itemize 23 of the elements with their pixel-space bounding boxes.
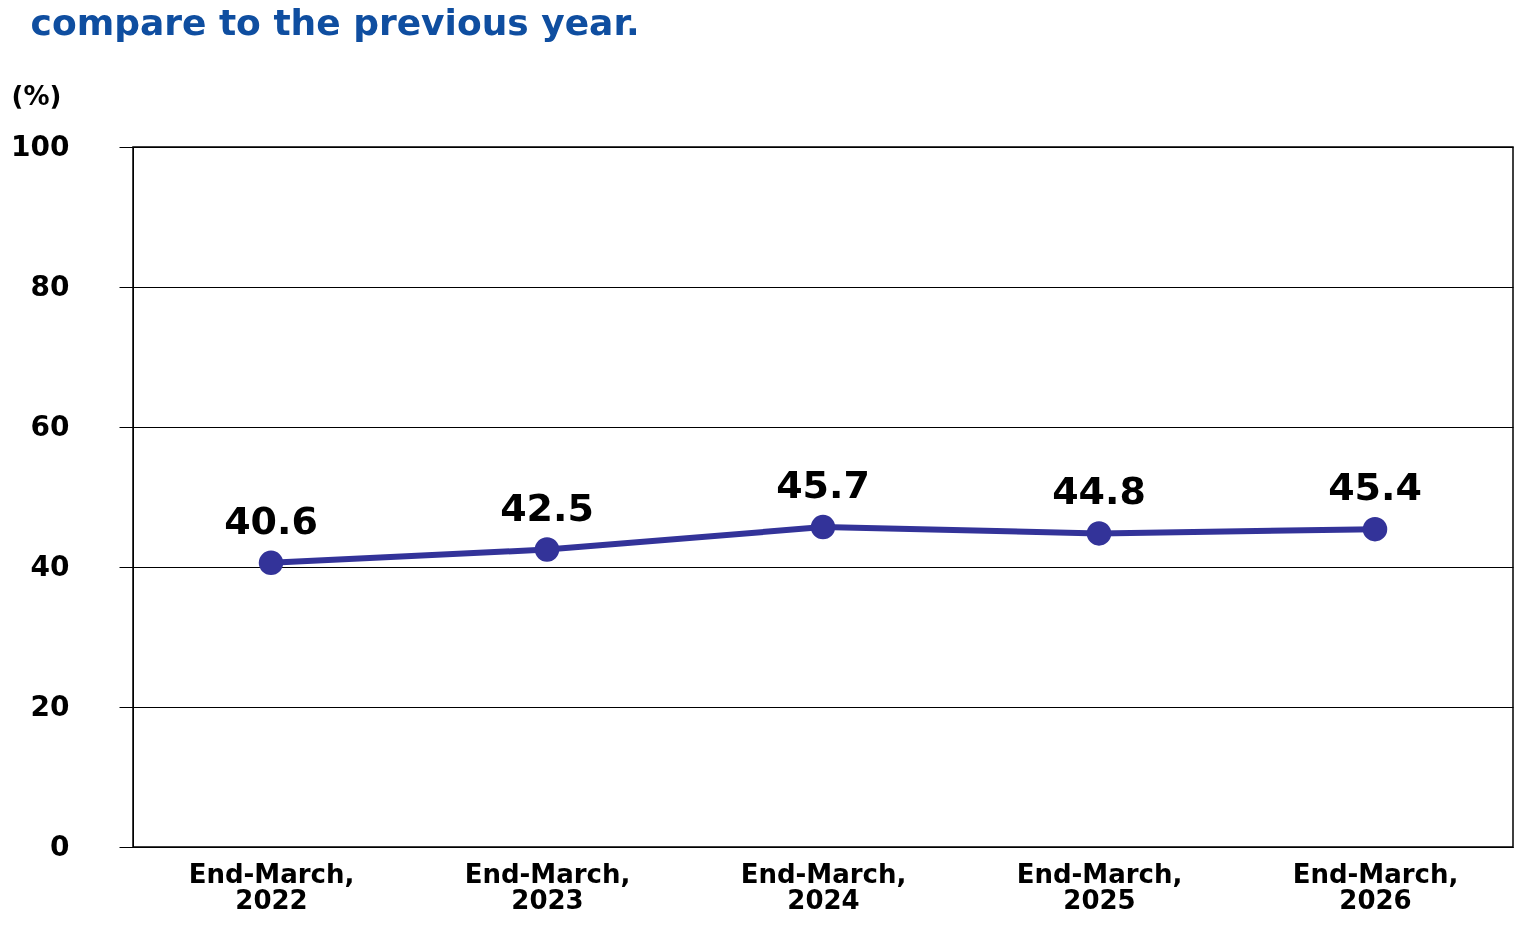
- y-tick-label: 20: [30, 689, 70, 723]
- x-tick-label: End-March, 2023: [464, 858, 631, 915]
- y-tick-label: 100: [11, 129, 70, 163]
- data-label: 45.4: [1328, 465, 1422, 510]
- point: [534, 537, 560, 562]
- point: [1086, 521, 1112, 546]
- chart-title: compare to the previous year.: [30, 2, 640, 43]
- y-tick-label: 80: [30, 269, 70, 303]
- data-label: 42.5: [500, 485, 594, 530]
- data-label: 45.7: [776, 463, 870, 508]
- y-axis-title: (%): [11, 80, 62, 111]
- x-tick-label: End-March, 2026: [1292, 858, 1459, 915]
- x-tick-label: End-March, 2024: [740, 858, 907, 915]
- data-label: 44.8: [1052, 469, 1146, 514]
- y-tick-label: 0: [50, 829, 70, 863]
- data-label: 40.6: [224, 498, 318, 543]
- x-tick-label: End-March, 2025: [1016, 858, 1183, 915]
- y-tick-label: 60: [30, 409, 70, 443]
- point: [1362, 516, 1388, 542]
- y-tick-label: 40: [30, 549, 70, 583]
- point: [258, 550, 284, 576]
- point: [810, 514, 836, 540]
- x-tick-label: End-March, 2022: [188, 858, 355, 915]
